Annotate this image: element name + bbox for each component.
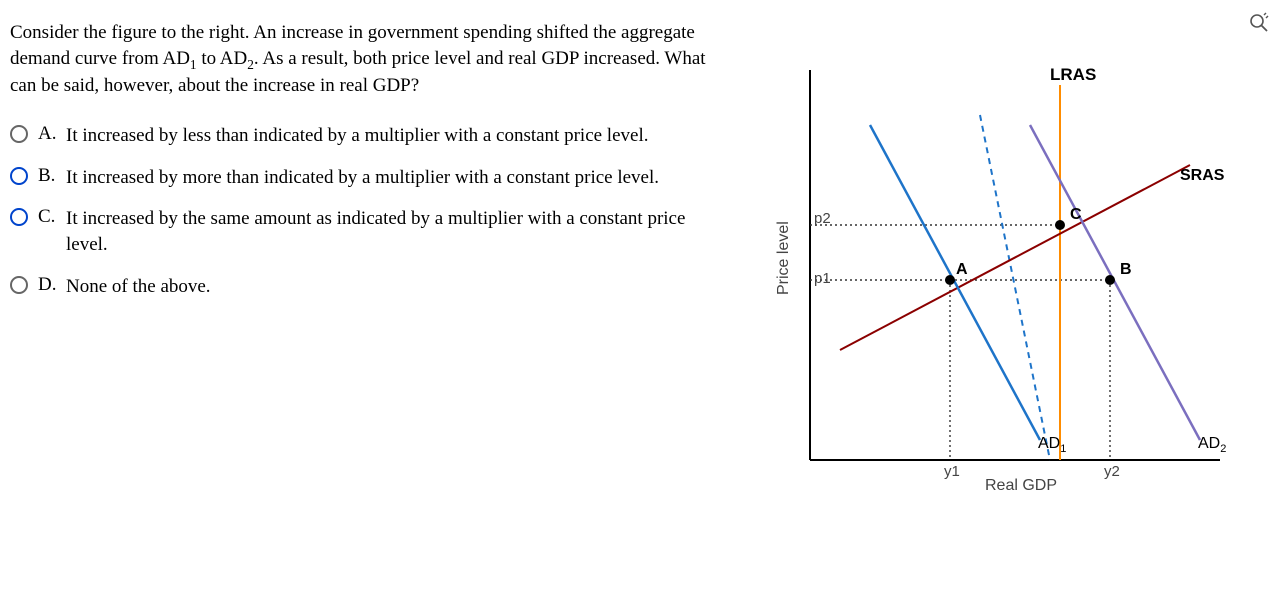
svg-text:C: C <box>1070 206 1082 223</box>
choice-b[interactable]: B. It increased by more than indicated b… <box>10 165 710 191</box>
choice-list: A. It increased by less than indicated b… <box>10 123 710 299</box>
svg-text:y2: y2 <box>1104 463 1120 480</box>
radio-icon[interactable] <box>10 208 28 226</box>
ad-as-chart: Price level Real GDP LRAS SRAS AD1 AD2 p1 p2 y1 y… <box>750 30 1230 490</box>
choice-letter: C. <box>38 206 66 228</box>
choice-c[interactable]: C. It increased by the same amount as in… <box>10 206 710 257</box>
choice-text: It increased by less than indicated by a… <box>66 123 710 149</box>
svg-text:y1: y1 <box>944 463 960 480</box>
choice-letter: B. <box>38 165 66 187</box>
question-column: Consider the figure to the right. An inc… <box>0 0 720 612</box>
choice-text: It increased by the same amount as indic… <box>66 206 710 257</box>
svg-text:B: B <box>1120 261 1132 278</box>
svg-text:Real GDP: Real GDP <box>985 477 1057 490</box>
radio-icon[interactable] <box>10 125 28 143</box>
choice-text: It increased by more than indicated by a… <box>66 165 710 191</box>
radio-icon[interactable] <box>10 167 28 185</box>
choice-a[interactable]: A. It increased by less than indicated b… <box>10 123 710 149</box>
choice-text: None of the above. <box>66 274 710 300</box>
svg-text:LRAS: LRAS <box>1050 65 1096 84</box>
svg-text:p1: p1 <box>814 270 831 287</box>
svg-text:Price level: Price level <box>775 221 792 295</box>
radio-icon[interactable] <box>10 276 28 294</box>
question-text: Consider the figure to the right. An inc… <box>10 20 710 99</box>
svg-text:SRAS: SRAS <box>1180 167 1225 184</box>
svg-text:AD2: AD2 <box>1198 435 1226 455</box>
svg-text:AD1: AD1 <box>1038 435 1066 455</box>
choice-d[interactable]: D. None of the above. <box>10 274 710 300</box>
page-container: Consider the figure to the right. An inc… <box>0 0 1288 612</box>
zoom-icon[interactable] <box>1248 12 1270 34</box>
choice-letter: D. <box>38 274 66 296</box>
svg-text:A: A <box>956 261 968 278</box>
svg-text:p2: p2 <box>814 210 831 227</box>
choice-letter: A. <box>38 123 66 145</box>
figure-column: Price level Real GDP LRAS SRAS AD1 AD2 p1 p2 y1 y… <box>720 0 1288 612</box>
